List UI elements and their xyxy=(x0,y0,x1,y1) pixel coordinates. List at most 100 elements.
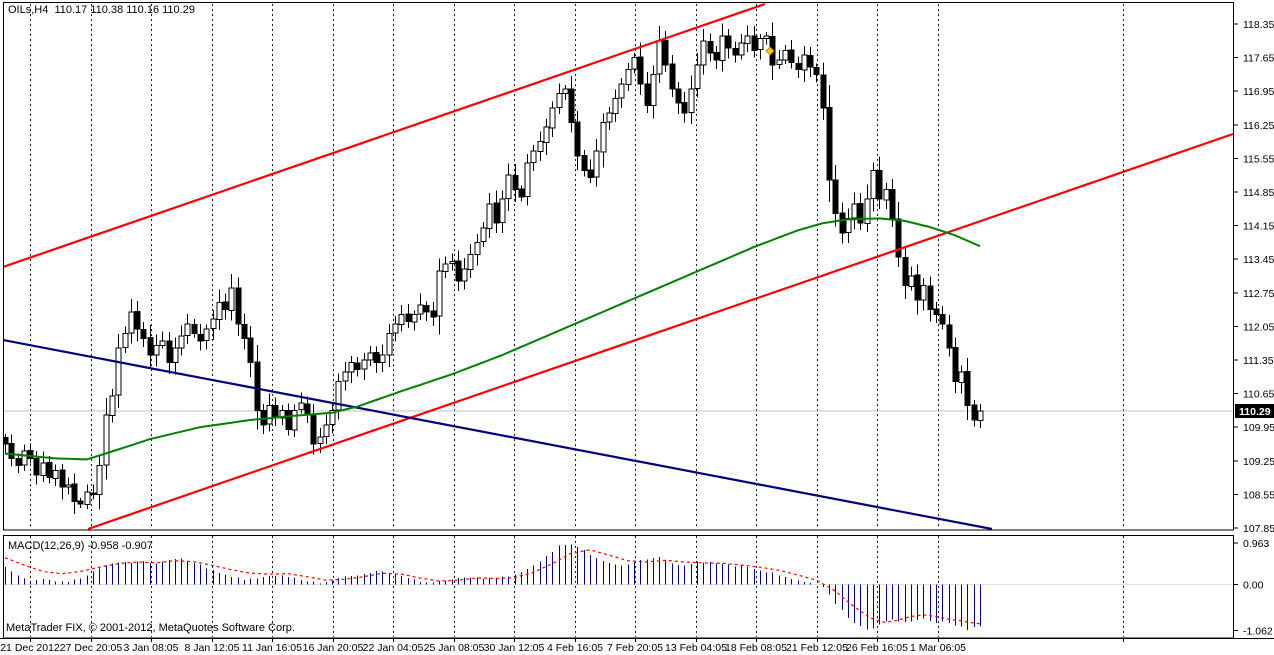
time-axis-label: 25 Jan 08:05 xyxy=(424,642,485,654)
time-axis-label: 27 Dec 20:05 xyxy=(60,642,123,654)
candle-down xyxy=(713,51,720,61)
candle-down xyxy=(197,334,204,342)
candle-up xyxy=(650,73,657,107)
main-price-pane[interactable] xyxy=(0,3,1233,530)
time-axis-label: 4 Feb 16:05 xyxy=(547,642,603,654)
candle-up xyxy=(612,97,619,115)
candle-down xyxy=(857,203,864,224)
time-axis-label: 26 Feb 16:05 xyxy=(846,642,908,654)
price-axis-label: 115.55 xyxy=(1243,153,1274,165)
candle-up xyxy=(920,285,927,301)
candle-down xyxy=(272,404,279,419)
candle-up xyxy=(65,484,72,488)
candle-down xyxy=(285,409,292,431)
candle-up xyxy=(228,287,235,311)
candle-up xyxy=(562,88,569,95)
candle-up xyxy=(291,409,298,431)
candle-down xyxy=(644,83,651,107)
macd-scale-label: 0.963 xyxy=(1243,538,1269,550)
candle-up xyxy=(361,359,368,370)
candle-down xyxy=(27,450,34,459)
price-axis-label: 116.25 xyxy=(1243,120,1274,132)
candle-up xyxy=(977,410,984,422)
candle-up xyxy=(505,174,512,199)
candle-down xyxy=(751,35,758,51)
candle-up xyxy=(600,121,607,153)
candle-up xyxy=(631,57,638,70)
main-pane-border xyxy=(3,2,1234,531)
current-price-label: 110.29 xyxy=(1239,406,1271,418)
candle-up xyxy=(317,436,324,444)
candle-up xyxy=(266,405,273,425)
candle-up xyxy=(203,328,210,342)
candle-down xyxy=(933,308,940,315)
candle-up xyxy=(172,347,179,363)
candle-up xyxy=(763,35,770,40)
candle-down xyxy=(241,324,248,339)
time-axis[interactable]: 21 Dec 2012 27 Dec 20:05 3 Jan 08:05 8 Jan … xyxy=(0,638,1124,654)
time-axis-label: 22 Jan 04:05 xyxy=(363,642,424,654)
candle-up xyxy=(530,150,537,163)
candle-down xyxy=(254,361,261,411)
candle-up xyxy=(694,64,701,89)
candle-up xyxy=(958,371,965,383)
candle-down xyxy=(839,212,846,234)
blue-trendline[interactable] xyxy=(3,339,993,530)
candle-up xyxy=(782,49,789,61)
time-axis-label: 3 Jan 08:05 xyxy=(124,642,179,654)
candle-down xyxy=(876,169,883,200)
candle-down xyxy=(430,310,437,318)
candle-up xyxy=(329,409,336,426)
price-axis[interactable]: 118.35 117.65 116.95 116.25 115.55 114.85 114.… xyxy=(1233,19,1274,637)
price-axis-label: 116.95 xyxy=(1243,86,1274,98)
candle-down xyxy=(304,403,311,416)
candle-up xyxy=(757,37,764,50)
candle-down xyxy=(140,329,147,339)
moving-average-line[interactable] xyxy=(4,217,981,461)
price-axis-label: 113.45 xyxy=(1243,254,1274,266)
candle-down xyxy=(405,313,412,323)
price-axis-label: 114.85 xyxy=(1243,187,1274,199)
candle-up xyxy=(398,313,405,326)
copyright: MetaTrader FIX, © 2001-2012, MetaQuotes … xyxy=(6,622,295,634)
time-axis-label: 18 Feb 08:05 xyxy=(725,642,787,654)
candle-up xyxy=(279,409,286,419)
time-axis-label: 16 Jan 20:05 xyxy=(303,642,364,654)
candle-up xyxy=(537,141,544,153)
candle-up xyxy=(593,150,600,178)
candle-down xyxy=(354,362,361,371)
candle-down xyxy=(166,340,173,363)
candle-down xyxy=(8,443,15,459)
candle-down xyxy=(807,55,814,68)
candle-up xyxy=(549,107,556,129)
price-axis-label: 118.35 xyxy=(1243,19,1274,31)
candle-up xyxy=(411,313,418,323)
candle-up xyxy=(122,333,129,349)
candle-up xyxy=(474,241,481,255)
candle-down xyxy=(15,457,22,467)
candle-down xyxy=(971,404,978,421)
candle-up xyxy=(543,126,550,143)
macd-indicator-pane[interactable] xyxy=(4,544,1232,631)
candle-up xyxy=(367,352,374,361)
candle-down xyxy=(587,169,594,179)
price-axis-label: 107.85 xyxy=(1243,523,1274,535)
candle-up xyxy=(178,335,185,349)
candle-up xyxy=(480,227,487,243)
candle-down xyxy=(939,314,946,325)
candlestick-series xyxy=(4,22,984,515)
price-axis-label: 112.75 xyxy=(1243,288,1274,300)
candle-down xyxy=(581,154,588,171)
red-channel-upper[interactable] xyxy=(0,3,766,268)
candle-up xyxy=(449,261,456,265)
candle-down xyxy=(795,62,802,71)
ohlc-header: OILs,H4 110.17 110.38 110.16 110.29 xyxy=(8,4,195,16)
candle-up xyxy=(524,162,531,197)
price-axis-label: 117.65 xyxy=(1243,53,1274,65)
trade-marker-icon[interactable] xyxy=(765,46,775,56)
red-channel-lower[interactable] xyxy=(87,132,1233,530)
candle-down xyxy=(71,483,78,503)
candle-up xyxy=(386,333,393,356)
